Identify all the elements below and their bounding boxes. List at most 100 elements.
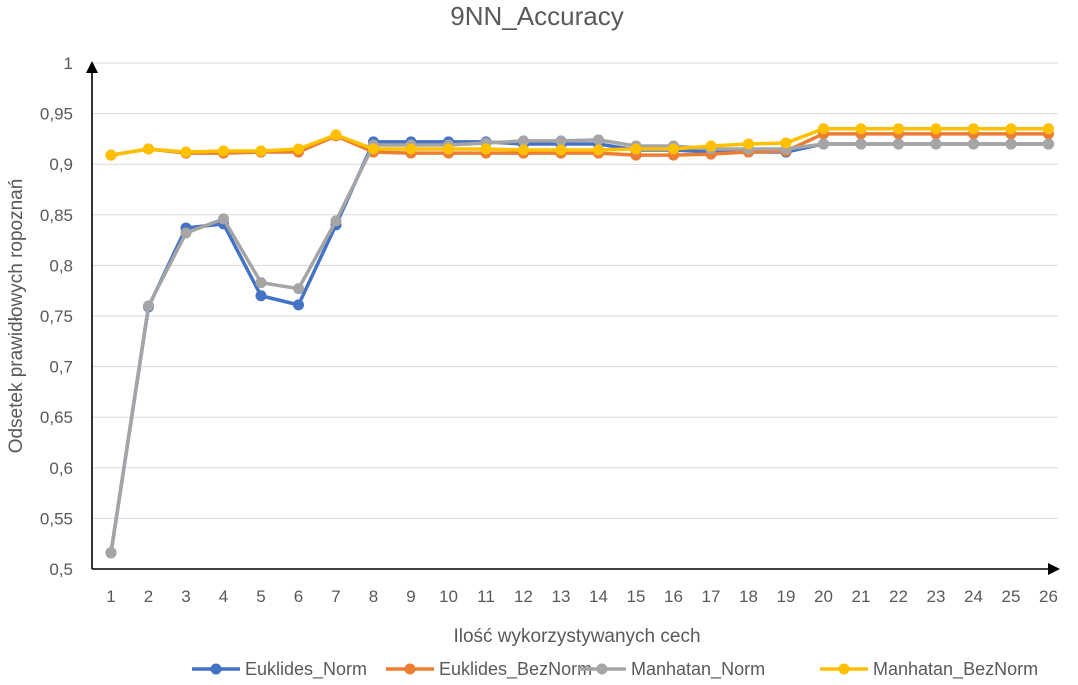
x-tick-label: 18: [739, 587, 758, 606]
data-point: [593, 134, 604, 146]
data-point: [293, 283, 304, 295]
data-point: [443, 143, 454, 155]
y-tick-label: 0,7: [49, 358, 73, 377]
series-Manhatan_Norm: [105, 134, 1054, 559]
axes: [86, 61, 1060, 575]
data-point: [1005, 138, 1017, 150]
y-tick-label: 0,95: [40, 105, 73, 124]
data-point: [555, 144, 567, 156]
data-point: [518, 144, 529, 156]
x-tick-label: 16: [664, 587, 683, 606]
x-tick-label: 5: [256, 587, 265, 606]
data-point: [668, 143, 679, 155]
legend-item: Euklides_BezNorm: [386, 659, 592, 680]
data-point: [555, 135, 567, 147]
data-point: [180, 146, 192, 158]
x-tick-label: 11: [477, 587, 495, 606]
data-point: [1005, 123, 1017, 135]
x-tick-label: 4: [219, 587, 228, 606]
series-Manhatan_BezNorm: [105, 123, 1054, 161]
data-point: [293, 143, 304, 155]
data-point: [930, 138, 942, 150]
series-Euklides_Norm: [105, 136, 1054, 559]
y-tick-label: 0,85: [40, 206, 73, 225]
x-tick-label: 9: [406, 587, 415, 606]
data-point: [255, 277, 267, 289]
data-point: [855, 138, 867, 150]
y-tick-label: 0,55: [40, 509, 73, 528]
series-line: [110, 127, 1049, 157]
x-tick-label: 3: [181, 587, 190, 606]
data-point: [405, 143, 417, 155]
data-point: [630, 143, 642, 155]
y-tick-label: 1: [64, 54, 73, 73]
x-tick-label: 10: [439, 587, 458, 606]
gridlines: [92, 62, 1058, 519]
legend: Euklides_Norm Euklides_BezNorm Manhatan_No…: [192, 659, 1038, 680]
data-point: [930, 123, 942, 135]
data-point: [743, 138, 754, 150]
data-point: [1043, 138, 1054, 150]
y-tick-labels: 0,5 0,55 0,6 0,65 0,7 0,75 0,8 0,85 0,9 0,95 1: [40, 54, 73, 579]
series-line: [109, 138, 1049, 554]
legend-label: Manhatan_Norm: [631, 659, 765, 680]
data-point: [818, 123, 829, 135]
data-point: [518, 135, 529, 147]
data-point: [855, 123, 867, 135]
legend-marker: [404, 663, 416, 675]
x-tick-label: 1: [106, 587, 115, 606]
series-group: [105, 123, 1054, 559]
data-point: [180, 227, 192, 239]
data-point: [218, 213, 229, 225]
x-tick-label: 26: [1039, 587, 1058, 606]
data-point: [255, 145, 267, 157]
legend-label: Manhatan_BezNorm: [873, 659, 1038, 680]
x-tick-label: 19: [777, 587, 796, 606]
data-point: [705, 140, 717, 152]
legend-label: Euklides_BezNorm: [439, 659, 592, 680]
x-tick-label: 15: [627, 587, 646, 606]
x-tick-label: 25: [1002, 587, 1021, 606]
data-point: [368, 143, 379, 155]
x-tick-label: 8: [369, 587, 378, 606]
x-tick-label: 24: [964, 587, 983, 606]
data-point: [293, 299, 304, 311]
x-tick-label: 23: [927, 587, 946, 606]
data-point: [593, 144, 604, 156]
data-point: [143, 143, 154, 155]
data-point: [1043, 123, 1054, 135]
x-tick-label: 12: [514, 587, 533, 606]
data-point: [330, 129, 342, 141]
x-tick-label: 14: [589, 587, 608, 606]
legend-label: Euklides_Norm: [245, 659, 367, 680]
data-point: [968, 138, 979, 150]
x-axis-title: Ilość wykorzystywanych cech: [453, 626, 700, 647]
x-tick-label: 22: [889, 587, 908, 606]
data-point: [818, 138, 829, 150]
data-point: [218, 145, 229, 157]
y-axis-arrow: [86, 61, 98, 73]
x-tick-label: 6: [294, 587, 303, 606]
data-point: [105, 149, 117, 161]
y-tick-label: 0,8: [49, 256, 73, 275]
x-tick-label: 13: [552, 587, 571, 606]
data-point: [968, 123, 979, 135]
legend-item: Manhatan_BezNorm: [820, 659, 1038, 680]
y-tick-label: 0,65: [40, 408, 73, 427]
data-point: [255, 290, 267, 302]
data-point: [893, 138, 904, 150]
x-tick-label: 20: [814, 587, 833, 606]
legend-marker: [210, 663, 222, 675]
data-point: [330, 215, 342, 227]
data-point: [105, 547, 117, 559]
y-axis-title: Odsetek prawidłowych ropoznań: [6, 179, 27, 454]
legend-item: Manhatan_Norm: [578, 659, 765, 680]
x-tick-labels: 1 2 3 4 5 6 7 8 9 10 11 12 13 14 15 16 17 18 19 20 21 22 23 24 2…: [106, 587, 1058, 606]
x-tick-label: 2: [144, 587, 153, 606]
legend-marker: [596, 663, 608, 675]
x-tick-label: 7: [331, 587, 340, 606]
legend-item: Euklides_Norm: [192, 659, 367, 680]
data-point: [480, 143, 492, 155]
legend-marker: [838, 663, 850, 675]
